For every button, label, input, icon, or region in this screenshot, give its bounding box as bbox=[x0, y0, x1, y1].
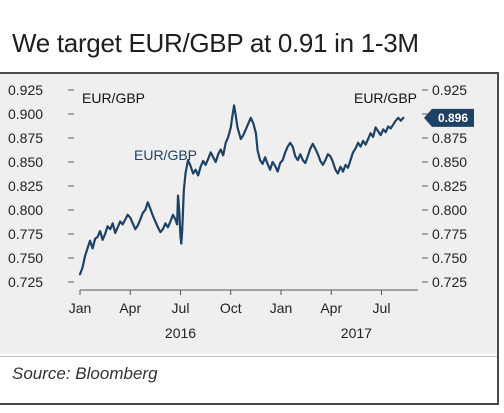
chart-title: We target EUR/GBP at 0.91 in 1-3M bbox=[12, 28, 419, 58]
right-y-tick-label: 0.775 bbox=[432, 226, 467, 242]
x-tick-label: Apr bbox=[119, 300, 141, 316]
left-y-tick-label: 0.925 bbox=[8, 82, 43, 98]
left-y-tick-label: 0.850 bbox=[8, 154, 43, 170]
year-label: 2016 bbox=[165, 325, 196, 341]
last-value-badge-shape bbox=[424, 108, 474, 127]
right-y-tick-label: 0.875 bbox=[432, 130, 467, 146]
year-labels: 2016 2017 bbox=[165, 325, 372, 341]
x-tick-label: Apr bbox=[320, 300, 342, 316]
x-tick-label: Jan bbox=[69, 300, 92, 316]
left-series-label: EUR/GBP bbox=[82, 90, 145, 106]
last-value-badge: 0.896 bbox=[424, 108, 474, 127]
right-series-label: EUR/GBP bbox=[354, 90, 417, 106]
source-divider bbox=[0, 356, 497, 357]
right-y-tick-label: 0.725 bbox=[432, 274, 467, 290]
left-y-axis: 0.925 0.900 0.875 0.850 0.825 0.800 0.775 0.750… bbox=[8, 82, 74, 290]
left-y-tick-label: 0.725 bbox=[8, 274, 43, 290]
left-y-tick-label: 0.775 bbox=[8, 226, 43, 242]
left-y-tick-label: 0.875 bbox=[8, 130, 43, 146]
eurgbp-series-line bbox=[78, 104, 405, 276]
left-y-tick-label: 0.900 bbox=[8, 106, 43, 122]
x-axis-ticks: Jan Apr Jul Oct Jan Apr Jul bbox=[69, 290, 391, 316]
year-label: 2017 bbox=[341, 325, 372, 341]
right-y-tick-label: 0.800 bbox=[432, 202, 467, 218]
title-divider bbox=[0, 72, 499, 74]
bottom-divider bbox=[0, 403, 499, 405]
left-y-tick-label: 0.800 bbox=[8, 202, 43, 218]
x-tick-label: Jan bbox=[270, 300, 293, 316]
x-tick-label: Oct bbox=[220, 300, 242, 316]
x-tick-label: Jul bbox=[373, 300, 391, 316]
last-value-label: 0.896 bbox=[438, 111, 468, 125]
source-note: Source: Bloomberg bbox=[12, 364, 158, 383]
right-y-tick-label: 0.850 bbox=[432, 154, 467, 170]
right-y-tick-label: 0.750 bbox=[432, 250, 467, 266]
line-chart: 0.925 0.900 0.875 0.850 0.825 0.800 0.775 0.750… bbox=[8, 82, 474, 341]
x-tick-label: Jul bbox=[172, 300, 190, 316]
right-y-tick-label: 0.825 bbox=[432, 178, 467, 194]
series-label: EUR/GBP bbox=[134, 147, 197, 163]
right-frame-edge bbox=[497, 74, 499, 405]
left-y-tick-label: 0.825 bbox=[8, 178, 43, 194]
left-y-tick-label: 0.750 bbox=[8, 250, 43, 266]
right-y-tick-label: 0.925 bbox=[432, 82, 467, 98]
